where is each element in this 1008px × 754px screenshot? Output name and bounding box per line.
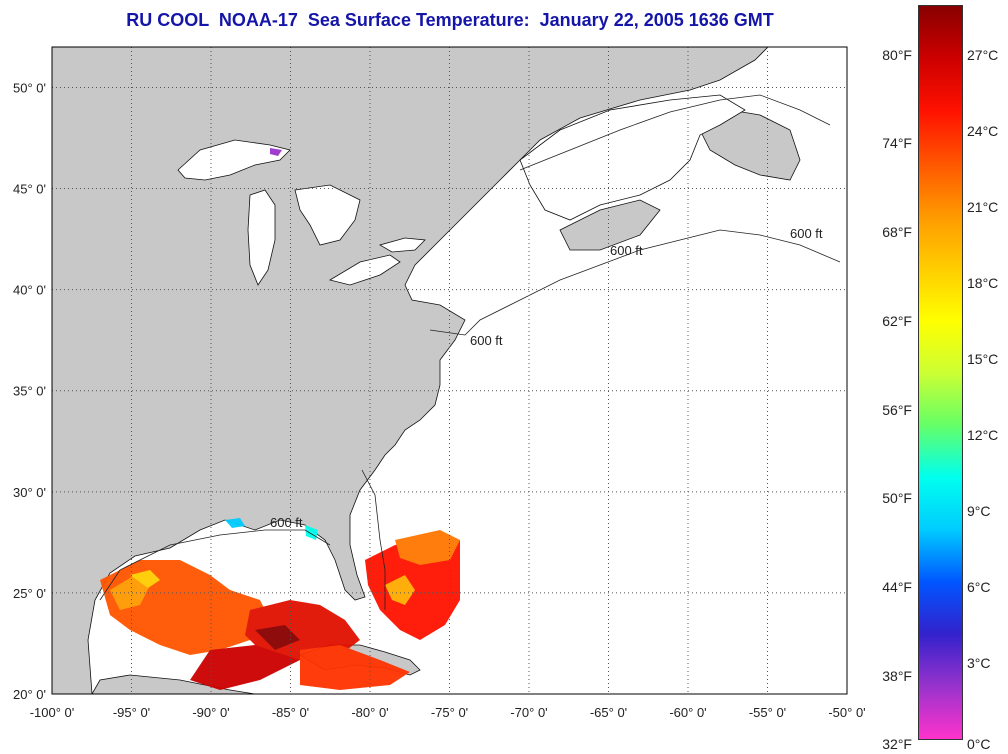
celsius-label: 0°C: [967, 736, 991, 752]
sst-data: [100, 148, 460, 690]
lat-tick-label: 40° 0': [13, 283, 46, 298]
lon-tick-label: -85° 0': [272, 705, 309, 720]
contour-label: 600 ft: [610, 243, 643, 258]
fahrenheit-label: 44°F: [882, 578, 912, 595]
lon-tick-label: -50° 0': [828, 705, 865, 720]
contour-label: 600 ft: [470, 333, 503, 348]
fahrenheit-label: 38°F: [882, 667, 912, 684]
lon-tick-label: -80° 0': [351, 705, 388, 720]
lon-tick-label: -90° 0': [192, 705, 229, 720]
celsius-label: 9°C: [967, 502, 991, 519]
lat-tick-label: 35° 0': [13, 384, 46, 399]
celsius-label: 3°C: [967, 654, 991, 671]
lon-tick-label: -75° 0': [431, 705, 468, 720]
fahrenheit-label: 50°F: [882, 490, 912, 507]
lat-tick-label: 45° 0': [13, 182, 46, 197]
fahrenheit-label: 80°F: [882, 46, 912, 63]
lat-tick-label: 30° 0': [13, 485, 46, 500]
celsius-label: 15°C: [967, 350, 999, 367]
lat-tick-label: 25° 0': [13, 586, 46, 601]
lake-erie: [328, 254, 401, 286]
mexico-coast: [52, 674, 256, 694]
lat-tick-label: 20° 0': [13, 687, 46, 702]
celsius-label: 6°C: [967, 578, 991, 595]
bathymetry-contours: [99, 94, 841, 610]
fahrenheit-label: 62°F: [882, 312, 912, 329]
grid-lines: [52, 47, 847, 694]
celsius-label: 24°C: [967, 122, 999, 139]
lat-tick-labels: 20° 0' 25° 0' 30° 0' 35° 0' 40° 0' 45° 0' 50° …: [13, 80, 46, 702]
map-frame: [51, 46, 848, 695]
lon-tick-label: -70° 0': [510, 705, 547, 720]
newfoundland: [699, 109, 801, 181]
celsius-label: 27°C: [967, 46, 999, 63]
lon-tick-label: -95° 0': [113, 705, 150, 720]
lon-tick-label: -60° 0': [669, 705, 706, 720]
nova-scotia: [559, 199, 661, 251]
lake-ontario: [378, 237, 426, 253]
lon-tick-label: -55° 0': [749, 705, 786, 720]
fahrenheit-label: 32°F: [882, 736, 912, 752]
celsius-label: 12°C: [967, 426, 999, 443]
sst-map: 600 ft 600 ft 600 ft 600 ft -100° 0' -95°…: [13, 46, 866, 720]
lon-tick-label: -65° 0': [590, 705, 627, 720]
fahrenheit-label: 68°F: [882, 224, 912, 241]
celsius-label: 18°C: [967, 274, 999, 291]
lon-tick-labels: -100° 0' -95° 0' -90° 0' -85° 0' -80° 0' -75°…: [30, 705, 866, 720]
lat-tick-label: 50° 0': [13, 80, 46, 95]
lake-huron: [294, 184, 361, 246]
fahrenheit-label: 74°F: [882, 135, 912, 152]
fahrenheit-label: 56°F: [882, 401, 912, 418]
lake-superior: [177, 139, 291, 181]
map-title: RU COOL NOAA-17 Sea Surface Temperature:…: [126, 10, 774, 30]
contour-label: 600 ft: [270, 515, 303, 530]
land-mass: [52, 47, 769, 694]
contour-labels: 600 ft 600 ft 600 ft 600 ft: [270, 226, 823, 530]
temperature-colorbar: [918, 5, 963, 740]
lon-tick-label: -100° 0': [30, 705, 75, 720]
celsius-label: 21°C: [967, 198, 999, 215]
lake-michigan: [247, 189, 276, 286]
contour-label: 600 ft: [790, 226, 823, 241]
